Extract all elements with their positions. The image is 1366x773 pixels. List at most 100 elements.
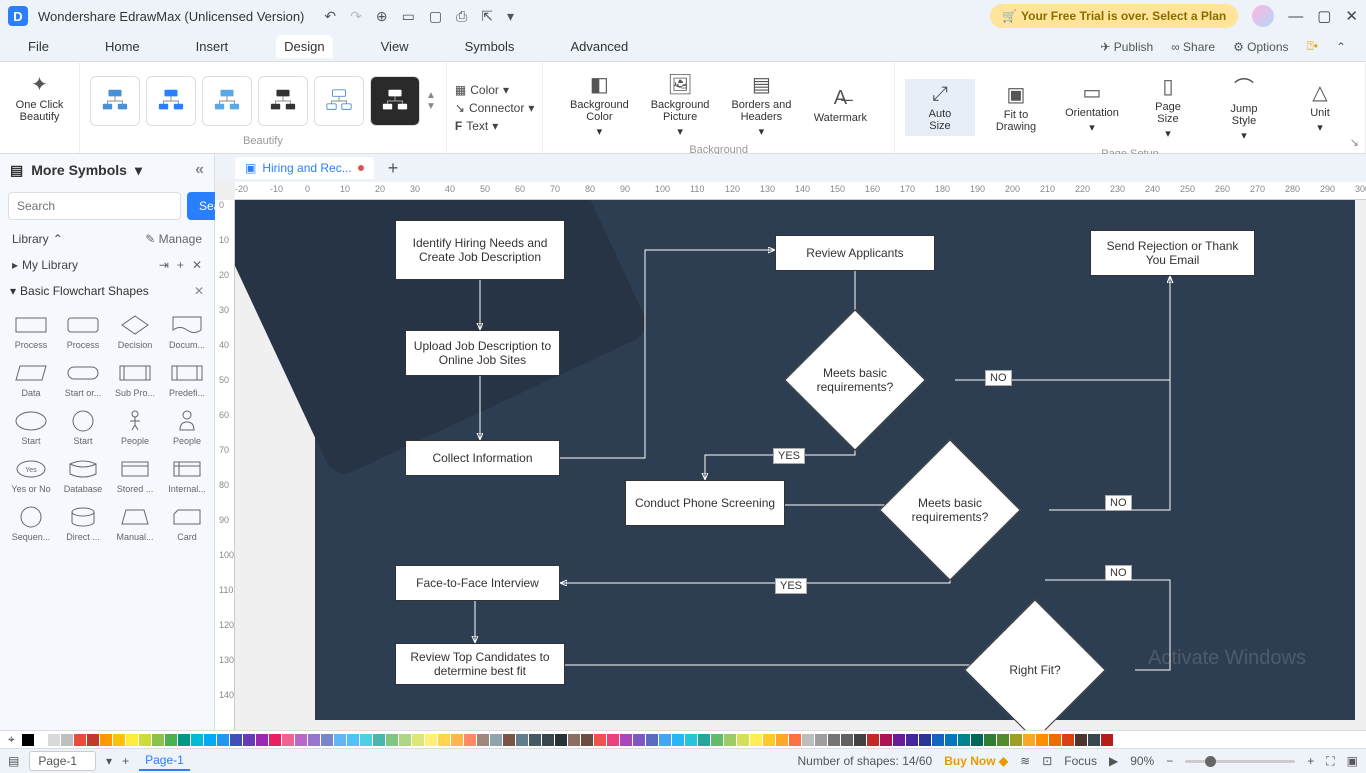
page-add-icon[interactable]: +: [122, 754, 129, 768]
color-swatch[interactable]: [282, 734, 294, 746]
more-icon[interactable]: ▾: [507, 8, 514, 25]
color-swatch[interactable]: [945, 734, 957, 746]
color-swatch[interactable]: [529, 734, 541, 746]
doc-tab[interactable]: ▣ Hiring and Rec...: [235, 157, 374, 179]
manage-link[interactable]: ✎ Manage: [145, 232, 202, 246]
menu-insert[interactable]: Insert: [188, 35, 237, 58]
flowchart-box[interactable]: Send Rejection or Thank You Email: [1090, 230, 1255, 276]
print-icon[interactable]: ⎙: [456, 8, 467, 25]
fit-button[interactable]: ▣Fit to Drawing: [981, 78, 1051, 137]
share-button[interactable]: ∞ Share: [1171, 40, 1215, 54]
borders-button[interactable]: ▤Borders and Headers▾: [723, 68, 799, 142]
color-swatch[interactable]: [841, 734, 853, 746]
color-swatch[interactable]: [997, 734, 1009, 746]
color-swatch[interactable]: [633, 734, 645, 746]
color-swatch[interactable]: [48, 734, 60, 746]
color-swatch[interactable]: [308, 734, 320, 746]
shape-people[interactable]: People: [110, 404, 160, 448]
color-swatch[interactable]: [1010, 734, 1022, 746]
color-swatch[interactable]: [217, 734, 229, 746]
color-swatch[interactable]: [334, 734, 346, 746]
add-icon[interactable]: +: [177, 258, 184, 272]
color-swatch[interactable]: [594, 734, 606, 746]
color-swatch[interactable]: [1088, 734, 1100, 746]
import-icon[interactable]: ⇥: [159, 258, 169, 272]
color-swatch[interactable]: [685, 734, 697, 746]
color-swatch[interactable]: [165, 734, 177, 746]
color-swatch[interactable]: [958, 734, 970, 746]
color-swatch[interactable]: [581, 734, 593, 746]
color-swatch[interactable]: [204, 734, 216, 746]
color-swatch[interactable]: [620, 734, 632, 746]
flowchart-box[interactable]: Face-to-Face Interview: [395, 565, 560, 601]
color-swatch[interactable]: [893, 734, 905, 746]
color-swatch[interactable]: [867, 734, 879, 746]
color-swatch[interactable]: [295, 734, 307, 746]
color-swatch[interactable]: [919, 734, 931, 746]
theme-6[interactable]: [370, 76, 420, 126]
color-swatch[interactable]: [87, 734, 99, 746]
color-swatch[interactable]: [750, 734, 762, 746]
color-swatch[interactable]: [711, 734, 723, 746]
color-swatch[interactable]: [542, 734, 554, 746]
shape-docum...[interactable]: Docum...: [162, 308, 212, 352]
color-swatch[interactable]: [451, 734, 463, 746]
color-swatch[interactable]: [516, 734, 528, 746]
flowchart-decision[interactable]: Right Fit?: [964, 599, 1105, 730]
shape-card[interactable]: Card: [162, 500, 212, 544]
color-swatch[interactable]: [854, 734, 866, 746]
color-swatch[interactable]: [74, 734, 86, 746]
color-swatch[interactable]: [256, 734, 268, 746]
shape-manual...[interactable]: Manual...: [110, 500, 160, 544]
pagesetup-launcher-icon[interactable]: ↘: [1350, 136, 1359, 149]
color-swatch[interactable]: [776, 734, 788, 746]
color-swatch[interactable]: [22, 734, 34, 746]
theme-2[interactable]: [146, 76, 196, 126]
watermark-button[interactable]: A̶Watermark: [805, 83, 875, 128]
color-swatch[interactable]: [1049, 734, 1061, 746]
menu-file[interactable]: File: [20, 35, 57, 58]
color-swatch[interactable]: [126, 734, 138, 746]
fullscreen-icon[interactable]: ▣: [1347, 754, 1358, 768]
shape-stored ...[interactable]: Stored ...: [110, 452, 160, 496]
color-swatch[interactable]: [360, 734, 372, 746]
buy-now-link[interactable]: Buy Now ◆: [944, 754, 1008, 768]
color-swatch[interactable]: [412, 734, 424, 746]
color-swatch[interactable]: [568, 734, 580, 746]
presentation-icon[interactable]: ▶: [1109, 754, 1118, 768]
connector-tool[interactable]: ↘ Connector ▾: [455, 101, 534, 115]
shape-direct ...[interactable]: Direct ...: [58, 500, 108, 544]
color-swatch[interactable]: [399, 734, 411, 746]
menu-view[interactable]: View: [373, 35, 417, 58]
unit-button[interactable]: △Unit▾: [1285, 76, 1355, 138]
help-icon[interactable]: ⍰•: [1307, 39, 1318, 54]
color-swatch[interactable]: [698, 734, 710, 746]
bg-picture-button[interactable]: 🖼Background Picture▾: [643, 68, 718, 142]
collapse-ribbon-icon[interactable]: ⌃: [1336, 40, 1346, 54]
open-icon[interactable]: ▭: [402, 8, 415, 25]
theme-3[interactable]: [202, 76, 252, 126]
color-swatch[interactable]: [321, 734, 333, 746]
orientation-button[interactable]: ▭Orientation▾: [1057, 76, 1127, 138]
color-swatch[interactable]: [1062, 734, 1074, 746]
color-swatch[interactable]: [737, 734, 749, 746]
color-swatch[interactable]: [1075, 734, 1087, 746]
menu-symbols[interactable]: Symbols: [457, 35, 523, 58]
remove-icon[interactable]: ✕: [192, 258, 202, 272]
tab-add-icon[interactable]: +: [388, 158, 399, 179]
beautify-button[interactable]: ✦ One Click Beautify: [5, 68, 75, 127]
pages-icon[interactable]: ▤: [8, 754, 19, 768]
theme-5[interactable]: [314, 76, 364, 126]
flowchart-decision[interactable]: Meets basic requirements?: [784, 309, 925, 450]
flowchart-box[interactable]: Review Applicants: [775, 235, 935, 271]
color-swatch[interactable]: [113, 734, 125, 746]
flowchart-decision[interactable]: Meets basic requirements?: [879, 439, 1020, 580]
color-swatch[interactable]: [646, 734, 658, 746]
shape-start[interactable]: Start: [58, 404, 108, 448]
color-swatch[interactable]: [659, 734, 671, 746]
flowchart-box[interactable]: Conduct Phone Screening: [625, 480, 785, 526]
color-swatch[interactable]: [880, 734, 892, 746]
color-swatch[interactable]: [347, 734, 359, 746]
library-label[interactable]: Library: [12, 232, 49, 246]
color-swatch[interactable]: [971, 734, 983, 746]
